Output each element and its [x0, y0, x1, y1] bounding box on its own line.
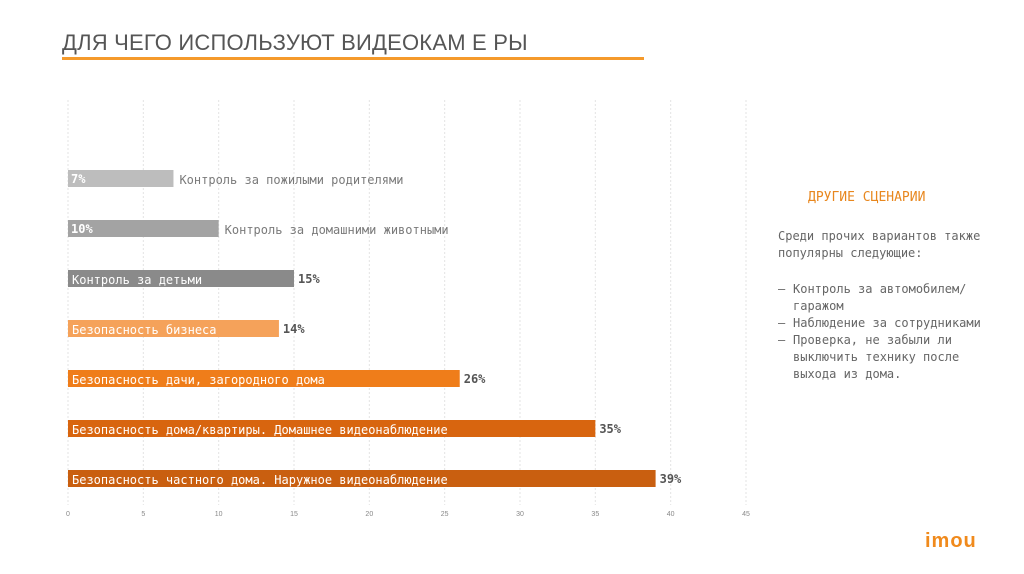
value-label: 39%	[660, 472, 682, 486]
value-label: 14%	[283, 322, 305, 336]
value-label: 10%	[71, 222, 93, 236]
bar	[68, 220, 219, 237]
bar	[68, 420, 596, 437]
slide-title: ДЛЯ ЧЕГО ИСПОЛЬЗУЮТ ВИДЕОКАМ Е РЫ	[62, 30, 528, 55]
dash-bullet: –	[778, 282, 786, 296]
bar-chart: 0 5 10 15 20 25 30 35 40 45 7% Контроль за пожилыми…	[66, 100, 750, 518]
sidebar-intro: Среди прочих вариантов также популярны с…	[778, 229, 981, 260]
dash-bullet: –	[778, 316, 786, 330]
x-tick-label: 5	[141, 511, 145, 518]
bar	[68, 170, 174, 187]
x-tick-label: 10	[215, 511, 223, 518]
sidebar-item-text: Наблюдение за сотрудниками	[793, 316, 981, 330]
category-label: Безопасность дачи, загородного дома	[72, 373, 325, 387]
x-tick-label: 15	[290, 511, 298, 518]
bar	[68, 270, 294, 287]
value-label: 7%	[71, 172, 86, 186]
dash-bullet: –	[778, 333, 786, 347]
sidebar-item-text: Проверка, не забыли ли выключить технику…	[793, 333, 960, 381]
sidebar-item: – Проверка, не забыли ли выключить техник…	[778, 332, 1008, 383]
imou-logo: imou	[925, 530, 977, 552]
x-tick-label: 0	[66, 511, 70, 518]
x-tick-label: 30	[516, 511, 524, 518]
sidebar-item: – Контроль за автомобилем/гаражом	[778, 281, 1008, 315]
category-label: Безопасность дома/квартиры. Домашнее вид…	[72, 423, 448, 437]
value-label: 15%	[298, 272, 320, 286]
sidebar-item-text: Контроль за автомобилем/гаражом	[793, 282, 967, 313]
bar	[68, 370, 460, 387]
sidebar-list: – Контроль за автомобилем/гаражом – Наблюд…	[778, 281, 1008, 383]
category-label: Контроль за домашними животными	[225, 223, 449, 237]
value-label: 35%	[599, 422, 621, 436]
x-tick-label: 20	[365, 511, 373, 518]
title-underline	[62, 57, 644, 60]
category-label: Безопасность бизнеса	[72, 323, 217, 337]
category-label: Контроль за пожилыми родителями	[179, 173, 403, 187]
sidebar-item: – Наблюдение за сотрудниками	[778, 315, 1008, 332]
sidebar-title: ДРУГИЕ СЦЕНАРИИ	[808, 190, 926, 205]
x-tick-label: 45	[742, 511, 750, 518]
bar	[68, 320, 279, 337]
x-tick-label: 40	[667, 511, 675, 518]
x-tick-label: 25	[441, 511, 449, 518]
value-label: 26%	[464, 372, 486, 386]
x-tick-label: 35	[591, 511, 599, 518]
bar	[68, 470, 656, 487]
category-label: Безопасность частного дома. Наружное вид…	[72, 473, 448, 487]
category-label: Контроль за детьми	[72, 273, 202, 287]
